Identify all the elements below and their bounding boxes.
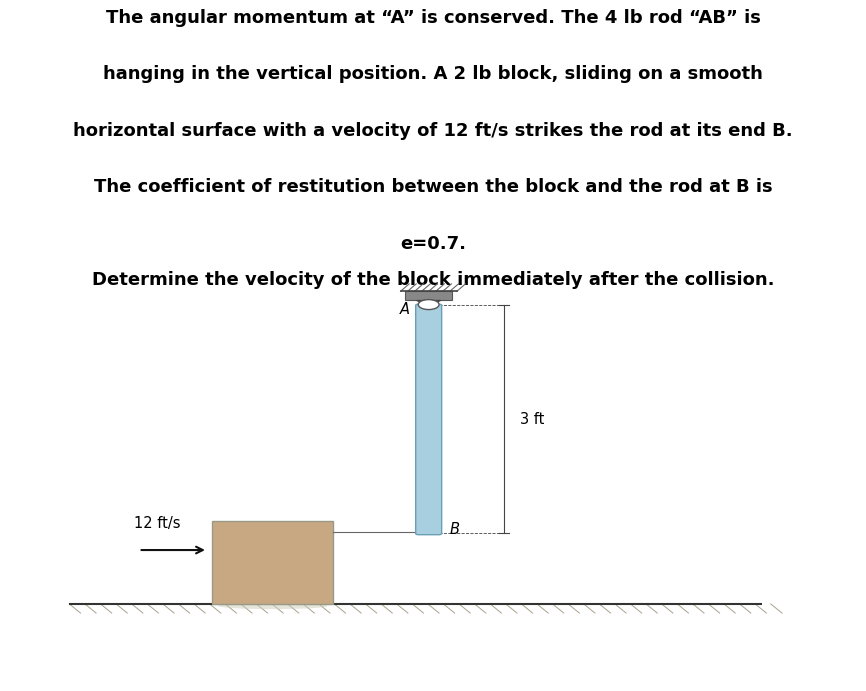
Text: A: A	[399, 302, 410, 317]
Ellipse shape	[218, 603, 327, 609]
FancyBboxPatch shape	[416, 304, 442, 535]
Text: Determine the velocity of the block immediately after the collision.: Determine the velocity of the block imme…	[92, 271, 774, 289]
Text: horizontal surface with a velocity of 12 ft/s strikes the rod at its end B.: horizontal surface with a velocity of 12…	[74, 122, 792, 140]
Bar	[212, 521, 333, 604]
Text: The angular momentum at “A” is conserved. The 4 lb rod “AB” is: The angular momentum at “A” is conserved…	[106, 9, 760, 27]
Text: e=0.7.: e=0.7.	[400, 235, 466, 253]
Bar	[404, 292, 452, 301]
Circle shape	[418, 300, 439, 310]
Text: hanging in the vertical position. A 2 lb block, sliding on a smooth: hanging in the vertical position. A 2 lb…	[103, 66, 763, 84]
Text: The coefficient of restitution between the block and the rod at B is: The coefficient of restitution between t…	[94, 178, 772, 196]
Polygon shape	[417, 301, 441, 306]
Text: B: B	[449, 522, 460, 537]
Text: 12 ft/s: 12 ft/s	[134, 516, 181, 531]
Text: 3 ft: 3 ft	[520, 412, 544, 427]
